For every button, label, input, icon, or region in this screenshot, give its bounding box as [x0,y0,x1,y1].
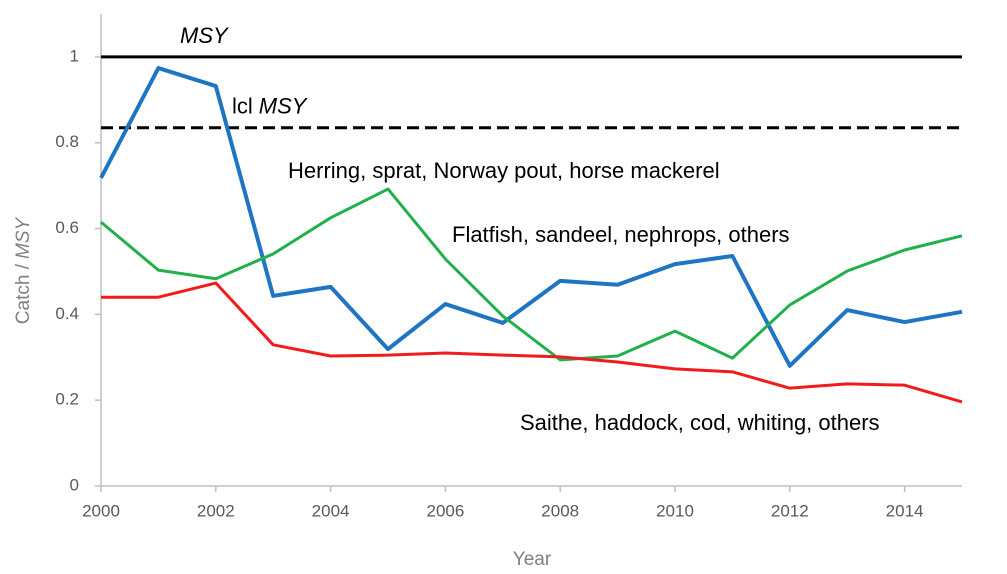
x-tick-label: 2008 [541,501,579,520]
reference-label-part: MSY [259,94,308,119]
x-tick-label: 2014 [886,501,924,520]
series-label: Herring, sprat, Norway pout, horse macke… [288,158,720,183]
y-tick-label: 0 [70,475,79,494]
series-label: Saithe, haddock, cod, whiting, others [520,410,880,435]
y-axis-label-part: Catch / [13,263,34,324]
y-axis-label-part: MSY [13,216,34,259]
reference-label-part: MSY [180,23,229,48]
y-axis-label: Catch / MSY [13,216,34,324]
reference-label-part: lcl [232,94,253,119]
x-tick-label: 2002 [197,501,235,520]
y-tick-label: 1 [70,46,79,65]
x-tick-label: 2012 [771,501,809,520]
y-tick-label: 0.8 [55,132,79,151]
x-axis-label: Year [513,549,552,570]
x-tick-label: 2000 [82,501,120,520]
y-tick-label: 0.2 [55,390,79,409]
y-tick-label: 0.6 [55,218,79,237]
reference-label: MSY [180,23,229,48]
x-tick-label: 2006 [426,501,464,520]
series-line [100,187,963,362]
y-tick-label: 0.4 [55,304,79,323]
x-tick-label: 2004 [312,501,350,520]
series-label: Flatfish, sandeel, nephrops, others [452,222,790,247]
x-tick-label: 2010 [656,501,694,520]
series-line [99,66,963,368]
series-line [101,281,963,404]
reference-label: lcl MSY [232,94,308,119]
